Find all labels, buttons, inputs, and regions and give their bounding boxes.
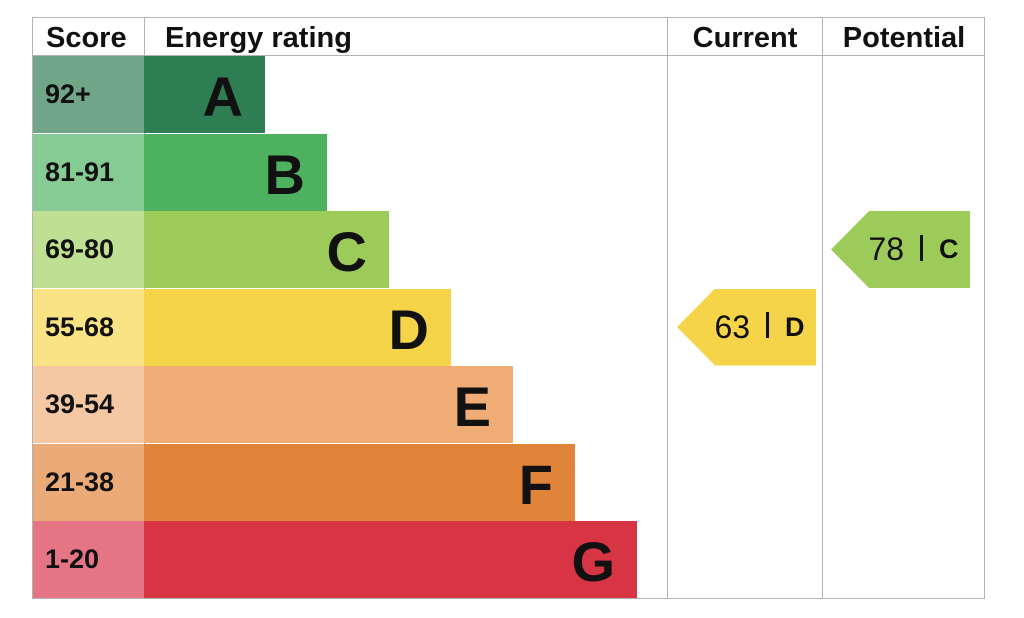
band-letter-c: C [326, 220, 367, 283]
header-score: Score [46, 22, 127, 54]
current-separator [766, 312, 770, 338]
potential-score: 78 [868, 231, 905, 267]
header-divider [33, 55, 984, 56]
header-energy-rating: Energy rating [165, 22, 352, 54]
band-letter-e: E [453, 375, 491, 438]
band-bar-f: F [144, 443, 575, 521]
score-cell-d: 55-68 [33, 288, 144, 366]
band-letter-d: D [388, 297, 429, 361]
band-letter-f: F [518, 452, 553, 516]
band-bar-g: G [144, 521, 637, 598]
band-letter-b: B [264, 142, 305, 206]
score-cell-e: 39-54 [33, 366, 144, 443]
band-bar-e: E [144, 366, 513, 443]
band-letter-g: G [571, 530, 615, 593]
score-cell-b: 81-91 [33, 133, 144, 211]
band-bar-a: A [144, 56, 265, 133]
current-letter: D [785, 311, 805, 342]
score-cell-f: 21-38 [33, 443, 144, 521]
current-score: 63 [714, 308, 751, 345]
score-cell-c: 69-80 [33, 211, 144, 288]
current-rating-arrow: 63 D [677, 288, 816, 366]
epc-chart: Score Energy rating Current Potential 92… [32, 17, 985, 599]
score-cell-a: 92+ [33, 56, 144, 133]
band-letter-a: A [202, 65, 243, 128]
header-potential: Potential [842, 22, 966, 54]
band-bar-b: B [144, 133, 327, 211]
header-current: Current [692, 22, 798, 54]
potential-rating-arrow: 78 C [831, 211, 970, 288]
band-bar-d: D [144, 288, 451, 366]
potential-letter: C [939, 234, 959, 264]
band-bar-c: C [144, 211, 389, 288]
current-column-divider [667, 18, 668, 598]
potential-separator [920, 234, 924, 261]
score-cell-g: 1-20 [33, 521, 144, 598]
potential-column-divider [822, 18, 823, 598]
